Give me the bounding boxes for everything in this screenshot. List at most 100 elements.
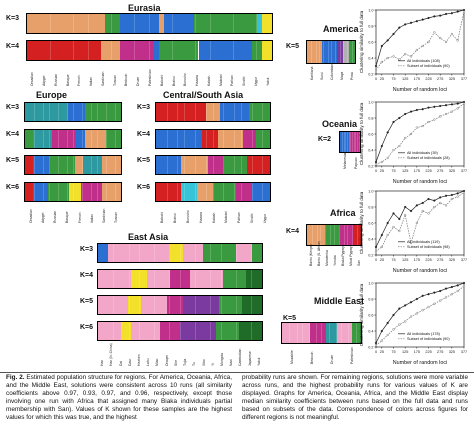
data-point xyxy=(374,341,378,345)
data-point xyxy=(374,68,378,72)
cluster-stripe xyxy=(210,322,212,340)
population-label: Dai xyxy=(118,360,123,366)
cluster-stripe xyxy=(42,156,44,174)
y-tick-label: 0.2 xyxy=(368,72,373,76)
cluster-stripe xyxy=(128,270,130,288)
oceania-title: Oceania xyxy=(322,119,358,129)
europe-k4-label: K=4 xyxy=(6,131,20,138)
data-point xyxy=(444,104,448,107)
cluster-stripe xyxy=(212,183,214,201)
cluster-segment xyxy=(239,322,262,340)
cluster-stripe xyxy=(210,296,212,314)
data-point xyxy=(450,293,453,296)
y-tick-label: 1.0 xyxy=(368,281,373,285)
cluster-segment xyxy=(307,225,326,245)
legend-entry: Subset of individuals (90) xyxy=(407,64,450,68)
data-point xyxy=(409,241,413,245)
data-point xyxy=(415,20,418,23)
cluster-segment xyxy=(51,130,75,148)
data-point xyxy=(404,23,407,26)
cluster-stripe xyxy=(113,296,115,314)
x-tick-label: 377 xyxy=(461,350,467,354)
cluster-stripe xyxy=(241,130,242,148)
caption-left-text: Estimated population structure for regio… xyxy=(6,374,232,422)
data-point xyxy=(398,307,401,310)
eurasia-k4-bar xyxy=(26,40,273,61)
x-tick-label: 0 xyxy=(375,169,377,173)
cluster-stripe xyxy=(81,130,83,148)
population-label: Maya xyxy=(339,71,344,80)
cluster-segment xyxy=(202,244,236,262)
population-label: Daur xyxy=(127,358,132,366)
cluster-stripe xyxy=(241,156,242,174)
data-point xyxy=(392,55,395,58)
cluster-stripe xyxy=(169,270,171,288)
cluster-stripe xyxy=(179,296,181,314)
cluster-stripe xyxy=(251,322,252,340)
cluster-stripe xyxy=(66,103,68,121)
cluster-segment xyxy=(353,225,361,245)
cluster-stripe xyxy=(57,130,59,148)
figure-label: Fig. 2. xyxy=(6,374,25,381)
data-point xyxy=(380,245,383,249)
cluster-segment xyxy=(219,296,243,314)
cluster-segment xyxy=(74,130,85,148)
data-point xyxy=(456,107,459,110)
cluster-segment xyxy=(154,41,160,60)
population-label: Adygei xyxy=(40,212,45,223)
y-tick-label: 0.4 xyxy=(368,237,373,241)
data-point xyxy=(421,309,424,312)
cluster-segment xyxy=(49,156,75,174)
legend-entry: All individuals (178) xyxy=(407,332,441,336)
x-axis-label: Number of random loci xyxy=(393,179,448,185)
cluster-segment xyxy=(201,130,218,148)
data-point xyxy=(415,126,418,129)
data-point xyxy=(409,301,413,304)
cluster-stripe xyxy=(205,103,207,121)
data-point xyxy=(386,321,389,325)
cluster-stripe xyxy=(232,14,235,33)
data-point xyxy=(409,315,413,318)
eurasia-k3-bar xyxy=(26,13,273,34)
x-tick-label: 25 xyxy=(380,258,384,262)
cluster-segment xyxy=(105,130,121,148)
population-label: Uygur xyxy=(263,213,268,223)
data-point xyxy=(439,36,442,40)
data-point xyxy=(439,14,442,17)
population-label: Xibo xyxy=(201,359,206,366)
eastasia-k4-bar xyxy=(97,269,263,289)
cluster-segment xyxy=(25,183,33,201)
cluster-segment xyxy=(101,156,121,174)
cluster-stripe xyxy=(48,156,50,174)
caption-right-text: probability runs are shown. For remainin… xyxy=(242,374,468,422)
x-tick-label: 125 xyxy=(402,258,408,262)
data-point xyxy=(386,39,389,42)
data-point xyxy=(456,192,459,195)
cluster-segment xyxy=(32,156,50,174)
population-label: Kalash xyxy=(211,212,216,223)
cluster-segment xyxy=(235,183,252,201)
series-subset-line xyxy=(375,285,465,346)
population-label: Druze xyxy=(136,76,141,86)
cluster-segment xyxy=(140,296,167,314)
cluster-segment xyxy=(206,103,220,121)
cluster-stripe xyxy=(262,130,264,148)
population-label: Colombian xyxy=(329,63,334,80)
legend-entry: Subset of individuals (28) xyxy=(407,156,450,160)
data-point xyxy=(374,249,378,253)
cluster-segment xyxy=(27,41,101,60)
cluster-segment xyxy=(337,323,352,343)
cluster-stripe xyxy=(205,156,207,174)
data-point xyxy=(427,16,430,20)
africa-title: Africa xyxy=(330,208,356,218)
population-label: French xyxy=(77,75,82,86)
cluster-segment xyxy=(120,41,155,60)
cluster-stripe xyxy=(212,130,214,148)
europe-k6-bar xyxy=(24,182,122,202)
population-label: Yoruba xyxy=(332,255,337,266)
cluster-segment xyxy=(242,296,262,314)
data-point xyxy=(462,285,466,288)
cluster-stripe xyxy=(33,156,35,174)
data-point xyxy=(398,229,401,233)
data-point xyxy=(386,131,389,134)
